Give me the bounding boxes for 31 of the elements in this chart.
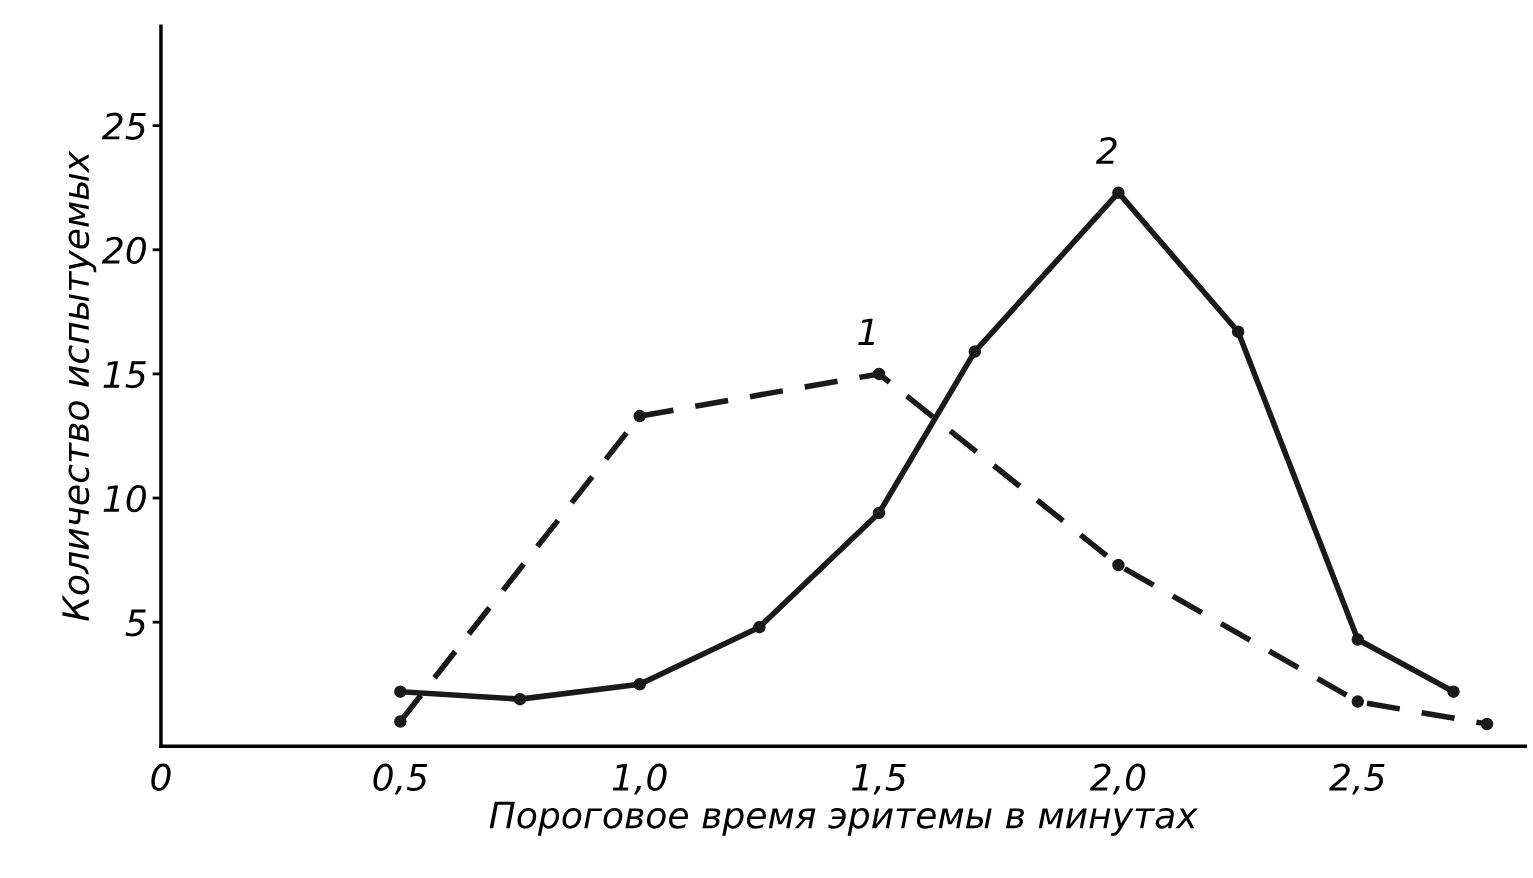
y-tick-label: 20 — [101, 236, 146, 265]
point — [513, 692, 527, 706]
point — [1351, 633, 1365, 646]
x-axis-title: Пороговое время эритемы в минутах — [489, 801, 1198, 836]
series-label: 2 — [1095, 136, 1117, 164]
y-tick-label: 10 — [103, 484, 146, 513]
point — [872, 367, 886, 381]
point — [633, 409, 646, 423]
x-tick-label: 1,0 — [612, 763, 667, 795]
x-tick-label: 2,5 — [1329, 763, 1385, 795]
point — [1112, 186, 1125, 199]
y-tick-label: 25 — [101, 112, 146, 140]
point — [394, 715, 407, 728]
point — [753, 620, 766, 634]
x-tick-label: 0 — [151, 763, 171, 791]
point — [1351, 695, 1365, 708]
point — [633, 677, 646, 691]
point — [1480, 717, 1494, 731]
x-tick-label: 1,5 — [852, 764, 906, 795]
point — [1447, 685, 1460, 698]
point — [394, 685, 407, 698]
point — [1112, 558, 1125, 572]
point — [968, 345, 982, 358]
y-axis-title: Количество испытуемых — [62, 150, 97, 621]
y-tick-label: 15 — [103, 361, 146, 389]
series-label: 1 — [858, 318, 874, 345]
point — [1231, 325, 1245, 338]
y-tick-label: 5 — [125, 609, 146, 637]
point — [872, 506, 886, 520]
x-tick-label: 2,0 — [1089, 763, 1146, 795]
x-tick-label: 0,5 — [373, 763, 428, 795]
